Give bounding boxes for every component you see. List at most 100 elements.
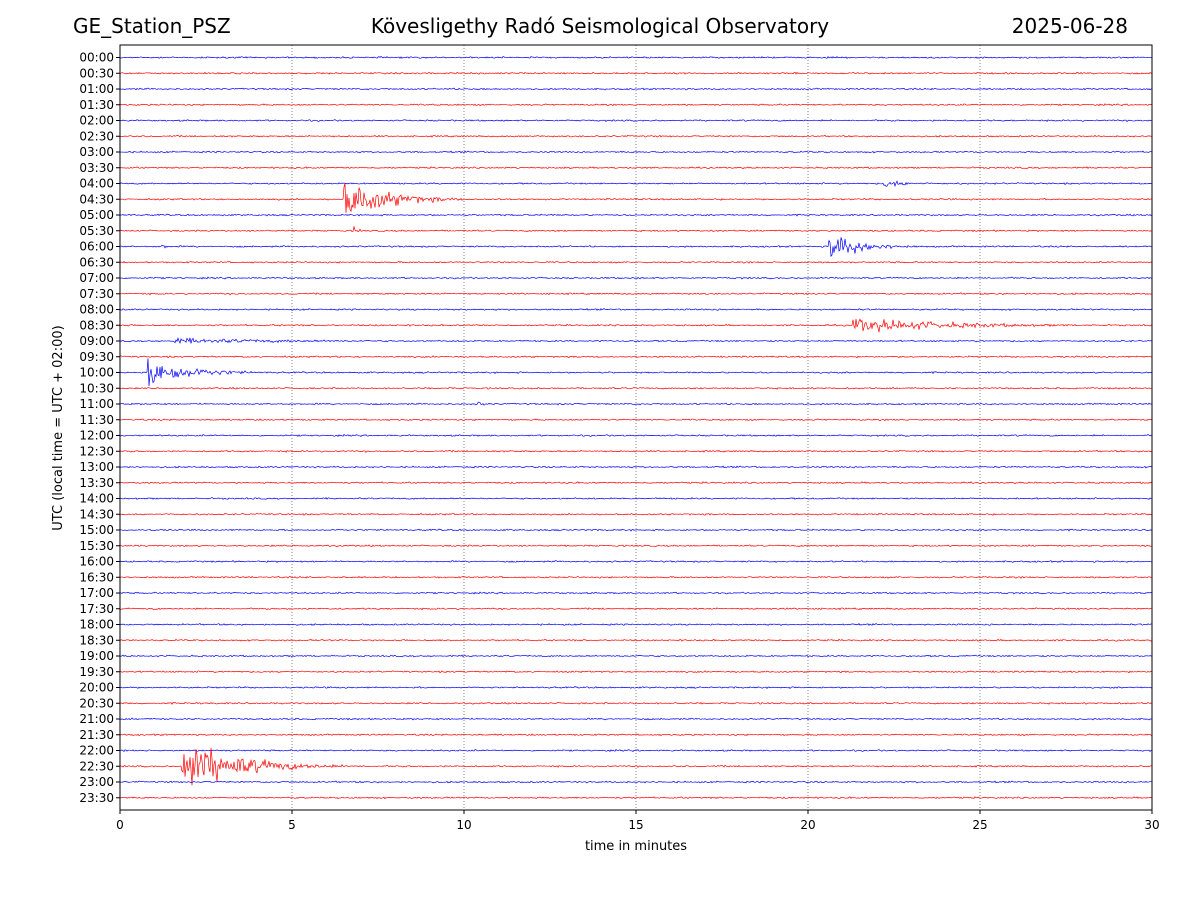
trace-row-1230 bbox=[119, 449, 1153, 453]
y-tick-label: 16:00 bbox=[79, 555, 114, 569]
station-name: GE_Station_PSZ bbox=[73, 14, 231, 38]
y-tick-label: 21:30 bbox=[79, 728, 114, 742]
y-tick-label: 12:30 bbox=[79, 444, 114, 458]
y-tick-label: 01:30 bbox=[79, 98, 114, 112]
trace-row-1700 bbox=[119, 591, 1153, 595]
trace-row-1330 bbox=[119, 481, 1153, 485]
grid-lines bbox=[291, 45, 981, 810]
trace-row-2130 bbox=[119, 733, 1153, 737]
x-axis-label: time in minutes bbox=[585, 839, 687, 854]
x-tick-label: 0 bbox=[116, 818, 124, 832]
x-tick-label: 20 bbox=[800, 818, 815, 832]
trace-row-2330 bbox=[119, 796, 1153, 800]
trace-row-0130 bbox=[119, 103, 1153, 107]
trace-row-1200 bbox=[119, 434, 1152, 438]
y-tick-label: 11:30 bbox=[79, 413, 114, 427]
trace-row-0830 bbox=[119, 318, 1153, 333]
y-tick-label: 19:00 bbox=[79, 649, 114, 663]
y-tick-label: 13:30 bbox=[79, 476, 114, 490]
y-tick-label: 10:30 bbox=[79, 381, 114, 395]
trace-row-0930 bbox=[119, 355, 1153, 359]
y-tick-label: 08:30 bbox=[79, 318, 114, 332]
trace-row-0730 bbox=[119, 292, 1153, 296]
trace-row-1930 bbox=[119, 670, 1153, 674]
trace-row-0100 bbox=[119, 87, 1153, 91]
trace-row-1900 bbox=[119, 654, 1153, 658]
y-tick-label: 14:30 bbox=[79, 507, 114, 521]
y-tick-label: 13:00 bbox=[79, 460, 114, 474]
trace-row-0430 bbox=[119, 183, 1153, 213]
trace-row-0530 bbox=[119, 225, 1153, 233]
trace-row-2230 bbox=[119, 747, 1153, 786]
trace-row-2000 bbox=[119, 686, 1153, 690]
x-tick-label: 15 bbox=[628, 818, 643, 832]
y-tick-label: 21:00 bbox=[79, 712, 114, 726]
trace-row-2200 bbox=[119, 749, 1153, 753]
y-tick-label: 17:00 bbox=[79, 586, 114, 600]
trace-row-0900 bbox=[119, 337, 1153, 344]
y-tick-label: 06:00 bbox=[79, 240, 114, 254]
trace-row-1500 bbox=[119, 528, 1153, 532]
y-tick-label: 03:30 bbox=[79, 161, 114, 175]
chart-date: 2025-06-28 bbox=[1011, 14, 1128, 38]
traces bbox=[119, 56, 1153, 800]
trace-row-1530 bbox=[119, 544, 1153, 548]
y-tick-label: 00:30 bbox=[79, 66, 114, 80]
trace-row-1600 bbox=[119, 560, 1153, 563]
trace-row-0500 bbox=[119, 213, 1153, 217]
y-tick-label: 19:30 bbox=[79, 665, 114, 679]
y-tick-label: 06:30 bbox=[79, 255, 114, 269]
y-tick-label: 02:30 bbox=[79, 129, 114, 143]
trace-row-0630 bbox=[119, 260, 1153, 264]
y-tick-label: 08:00 bbox=[79, 303, 114, 317]
trace-row-1100 bbox=[119, 401, 1153, 406]
trace-row-2300 bbox=[119, 780, 1153, 784]
y-tick-label: 12:00 bbox=[79, 429, 114, 443]
x-tick-label: 30 bbox=[1144, 818, 1159, 832]
y-tick-label: 20:00 bbox=[79, 681, 114, 695]
trace-row-1430 bbox=[119, 512, 1153, 516]
trace-row-1630 bbox=[119, 575, 1153, 579]
trace-row-0230 bbox=[119, 134, 1153, 138]
trace-row-0000 bbox=[119, 56, 1153, 59]
y-tick-label: 18:30 bbox=[79, 633, 114, 647]
y-tick-label: 20:30 bbox=[79, 696, 114, 710]
trace-row-0400 bbox=[119, 180, 1153, 188]
trace-row-0330 bbox=[119, 166, 1153, 170]
y-tick-label: 14:00 bbox=[79, 492, 114, 506]
trace-row-0030 bbox=[119, 71, 1153, 75]
trace-row-0600 bbox=[119, 237, 1153, 258]
y-tick-label: 09:00 bbox=[79, 334, 114, 348]
trace-row-2100 bbox=[119, 717, 1153, 721]
y-tick-label: 15:00 bbox=[79, 523, 114, 537]
trace-row-2030 bbox=[119, 701, 1153, 705]
y-tick-label: 00:00 bbox=[79, 51, 114, 65]
trace-row-1130 bbox=[119, 418, 1153, 422]
trace-row-1800 bbox=[119, 623, 1153, 626]
y-tick-label: 16:30 bbox=[79, 570, 114, 584]
y-tick-label: 22:00 bbox=[79, 744, 114, 758]
y-tick-label: 07:00 bbox=[79, 271, 114, 285]
x-tick-label: 10 bbox=[456, 818, 471, 832]
trace-row-1730 bbox=[119, 607, 1153, 611]
y-tick-label: 18:00 bbox=[79, 618, 114, 632]
trace-row-1000 bbox=[119, 358, 1153, 387]
trace-row-1300 bbox=[119, 465, 1153, 469]
y-tick-label: 07:30 bbox=[79, 287, 114, 301]
y-tick-label: 22:30 bbox=[79, 759, 114, 773]
y-axis-label: UTC (local time = UTC + 02:00) bbox=[51, 325, 66, 530]
chart-title: Kövesligethy Radó Seismological Observat… bbox=[370, 14, 830, 38]
y-tick-label: 03:00 bbox=[79, 145, 114, 159]
y-tick-label: 01:00 bbox=[79, 82, 114, 96]
x-tick-label: 5 bbox=[288, 818, 296, 832]
trace-row-1030 bbox=[119, 386, 1153, 390]
trace-row-0700 bbox=[119, 276, 1153, 280]
y-tick-label: 04:30 bbox=[79, 192, 114, 206]
y-tick-label: 23:00 bbox=[79, 775, 114, 789]
trace-row-0300 bbox=[119, 150, 1153, 154]
y-tick-label: 05:00 bbox=[79, 208, 114, 222]
y-tick-label: 15:30 bbox=[79, 539, 114, 553]
y-tick-label: 02:00 bbox=[79, 114, 114, 128]
